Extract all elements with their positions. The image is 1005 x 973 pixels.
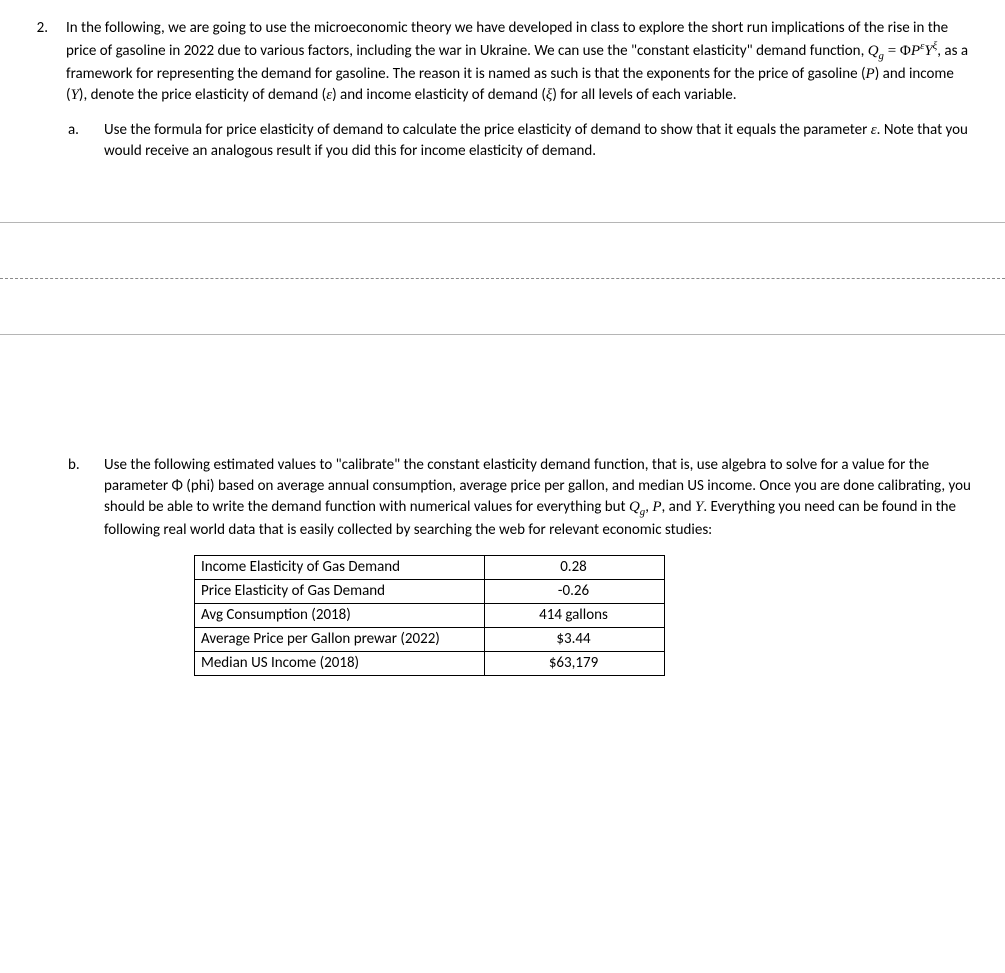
rule-top xyxy=(0,222,1005,223)
row-label: Median US Income (2018) xyxy=(195,652,485,676)
data-table-body: Income Elasticity of Gas Demand 0.28 Pri… xyxy=(195,556,665,676)
answer-gap xyxy=(30,222,975,335)
row-value: 414 gallons xyxy=(485,604,665,628)
sym-P: P xyxy=(911,43,920,59)
question-intro: In the following, we are going to use th… xyxy=(66,18,975,106)
row-value: $63,179 xyxy=(485,652,665,676)
table-row: Median US Income (2018) $63,179 xyxy=(195,652,665,676)
sym-Q: Q xyxy=(868,43,879,59)
row-value: 0.28 xyxy=(485,556,665,580)
row-label: Income Elasticity of Gas Demand xyxy=(195,556,485,580)
intro-text-pre: In the following, we are going to use th… xyxy=(66,19,948,60)
part-a: a. Use the formula for price elasticity … xyxy=(68,120,975,162)
row-label: Avg Consumption (2018) xyxy=(195,604,485,628)
part-b: b. Use the following estimated values to… xyxy=(68,455,975,676)
part-b-letter: b. xyxy=(68,455,86,676)
row-label: Average Price per Gallon prewar (2022) xyxy=(195,628,485,652)
table-row: Average Price per Gallon prewar (2022) $… xyxy=(195,628,665,652)
row-label: Price Elasticity of Gas Demand xyxy=(195,580,485,604)
pb-c2: , and xyxy=(662,498,695,516)
rule-bottom xyxy=(0,334,1005,335)
question-number: 2. xyxy=(30,18,48,106)
pb-Q: Q xyxy=(629,499,640,515)
table-row: Avg Consumption (2018) 414 gallons xyxy=(195,604,665,628)
intro-text-post3: ), denote the price elasticity of demand… xyxy=(79,86,326,104)
sym-phi: Φ xyxy=(900,43,911,59)
sym-Y: Y xyxy=(924,43,932,59)
question-2: 2. In the following, we are going to use… xyxy=(30,18,975,106)
part-a-body: Use the formula for price elasticity of … xyxy=(104,120,975,162)
row-value: $3.44 xyxy=(485,628,665,652)
table-row: Income Elasticity of Gas Demand 0.28 xyxy=(195,556,665,580)
row-value: -0.26 xyxy=(485,580,665,604)
part-b-Qg: Qg xyxy=(629,499,645,515)
intro-text-post4: ) and income elasticity of demand ( xyxy=(332,86,546,104)
part-b-body: Use the following estimated values to "c… xyxy=(104,455,975,676)
pb-P: P xyxy=(652,499,661,515)
part-a-letter: a. xyxy=(68,120,86,162)
sym-P-inline: P xyxy=(866,66,875,82)
table-row: Price Elasticity of Gas Demand -0.26 xyxy=(195,580,665,604)
rule-dashed xyxy=(0,278,1005,279)
demand-formula: Qg = ΦPεYξ xyxy=(868,43,938,59)
sym-Y-inline: Y xyxy=(71,87,79,103)
part-a-text-1: Use the formula for price elasticity of … xyxy=(104,121,871,139)
intro-text-post5: ) for all levels of each variable. xyxy=(552,86,736,104)
sym-eq: = xyxy=(884,43,900,59)
data-table: Income Elasticity of Gas Demand 0.28 Pri… xyxy=(194,555,665,676)
